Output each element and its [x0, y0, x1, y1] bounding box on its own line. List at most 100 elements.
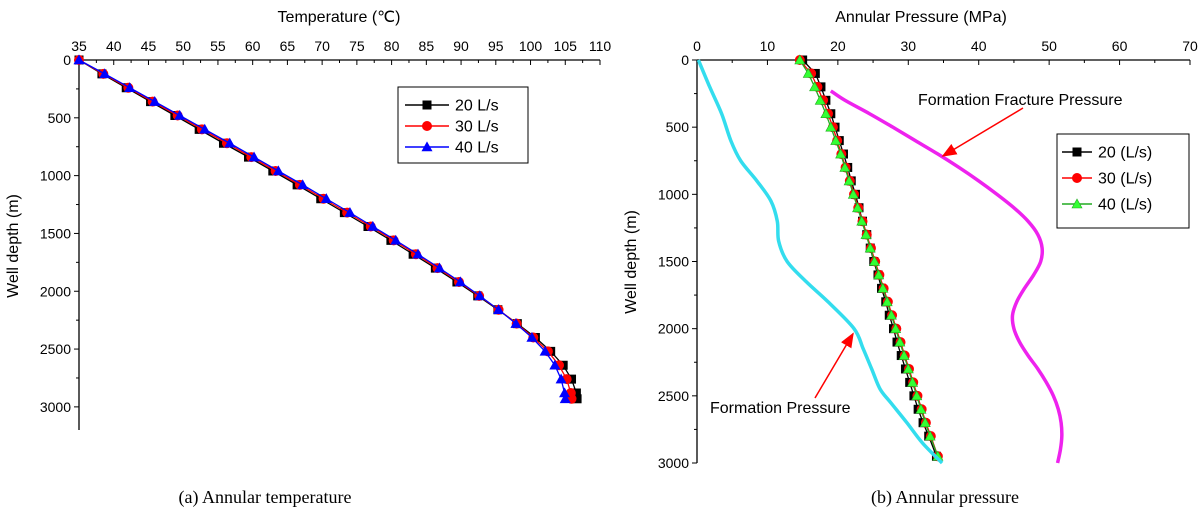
annotation-arrow-fracture: [941, 107, 1024, 157]
panel-b-point-40-l-s: [852, 202, 864, 213]
panel-a-point-40-l-s: [510, 318, 522, 328]
panel-b-point-40-l-s: [894, 336, 906, 347]
panel-a-series-40-l-s: [73, 54, 571, 404]
annotation-formation-fracture-pressure: Formation Fracture Pressure: [918, 92, 1123, 109]
panel-a-point-40-l-s: [344, 207, 356, 217]
panel-a-y-tick-label: 3000: [40, 399, 71, 415]
panel-a-y-tick-label: 1000: [40, 168, 71, 184]
panel-a-point-40-l-s: [434, 262, 446, 273]
panel-a-point-40-l-s: [248, 151, 260, 162]
panel-b-legend-marker: [1071, 198, 1083, 209]
panel-b-point-40-l-s: [825, 121, 837, 132]
panel-a-x-tick-label: 75: [349, 38, 365, 54]
panel-a-x-tick-label: 65: [280, 38, 296, 54]
panel-a-x-tick-label: 85: [419, 38, 435, 54]
panel-a-legend-entries: 20 L/s 30 L/s 40 L/s: [405, 98, 499, 157]
panel-a-x-tick-label: 60: [245, 38, 261, 54]
panel-b-point-40-l-s: [924, 430, 936, 441]
panel-a-legend-label: 20 L/s: [455, 98, 499, 115]
panel-b-legend-label: 30 (L/s): [1098, 171, 1152, 188]
panel-a-y-axis-title: Well depth (m): [5, 194, 22, 298]
panel-a-x-tick-label: 40: [106, 38, 122, 54]
panel-a-x-tick-label: 45: [141, 38, 157, 54]
panel-a-point-40-l-s: [390, 234, 402, 245]
panel-b-point-40-l-s: [839, 161, 851, 172]
panel-b-point-40-l-s: [814, 94, 826, 105]
panel-a-point-40-l-s: [454, 276, 466, 287]
panel-b-x-tick-label: 30: [900, 38, 916, 54]
panel-b-point-40-l-s: [881, 296, 893, 307]
panel-a-point-40-l-s: [474, 290, 486, 301]
panel-b-x-tick-label: 40: [971, 38, 987, 54]
panel-a-point-40-l-s: [367, 220, 379, 231]
panel-a-y-tick-label: 0: [63, 52, 71, 68]
panel-b-series: [696, 54, 1064, 465]
panel-b-series-40-l-s: [794, 54, 944, 461]
panel-b-point-40-l-s: [864, 242, 876, 253]
panel-a-x-tick-label: 35: [71, 38, 87, 54]
panel-a-point-40-l-s: [559, 393, 571, 404]
panel-b-legend: 20 (L/s) 30 (L/s) 40 (L/s): [1056, 133, 1190, 229]
panel-a-x-tick-label: 95: [488, 38, 504, 54]
panel-b-point-40-l-s: [898, 349, 910, 360]
panel-a-y-tick-label: 2000: [40, 283, 71, 299]
panel-b-y-axis-title: Well depth (m): [623, 210, 640, 314]
panel-a-x-tick-label: 110: [589, 38, 612, 54]
panel-b-point-40-l-s: [835, 148, 847, 159]
panel-a-x-tick-label: 90: [453, 38, 469, 54]
panel-b-legend-marker: [1072, 147, 1082, 157]
panel-b-point-40-l-s: [809, 81, 821, 92]
panel-b-point-40-l-s: [907, 376, 919, 387]
panel-b-point-40-l-s: [868, 255, 880, 266]
panel-b-y-tick-label: 2500: [658, 388, 689, 404]
panel-b-legend-entries: 20 (L/s) 30 (L/s) 40 (L/s): [1062, 145, 1152, 214]
panel-b-y-tick-label: 3000: [658, 455, 689, 471]
panel-a-point-40-l-s: [549, 359, 561, 370]
panel-a-point-40-l-s: [320, 193, 332, 204]
panel-a-point-40-l-s: [526, 331, 538, 342]
panel-a: Temperature (℃) Well depth (m) 35 40 45 50 5…: [5, 9, 611, 508]
panel-b: Annular Pressure (MPa) Well depth (m) 0 1…: [623, 9, 1198, 508]
panel-b-point-40-l-s: [890, 323, 902, 333]
panel-b-point-40-l-s: [820, 108, 832, 119]
panel-a-legend: 20 L/s 30 L/s 40 L/s: [397, 86, 529, 164]
panel-b-point-40-l-s: [873, 269, 885, 280]
panel-a-y-tick-label: 500: [48, 110, 72, 126]
panel-b-y-tick-label: 0: [681, 52, 689, 68]
panel-a-point-40-l-s: [124, 82, 136, 93]
panel-b-y-tick-label: 500: [666, 119, 690, 135]
panel-b-point-40-l-s: [860, 229, 872, 239]
panel-b-point-40-l-s: [877, 282, 889, 293]
panel-b-line-formation-pressure: [696, 59, 944, 465]
panel-a-legend-box: [397, 86, 529, 164]
panel-b-y-tick-label: 2000: [658, 321, 689, 337]
panel-a-point-40-l-s: [555, 373, 567, 384]
panel-a-point-40-l-s: [297, 179, 309, 190]
panel-b-point-40-l-s: [911, 390, 923, 401]
panel-a-legend-marker: [422, 121, 432, 131]
panel-a-axes: 35 40 45 50 55 60 65 70 75 80 85 90 95 100 105 110 0 500 1…: [40, 38, 612, 430]
panel-b-x-tick-label: 10: [760, 38, 776, 54]
panel-a-point-40-l-s: [99, 68, 111, 79]
panel-b-point-40-l-s: [847, 188, 859, 199]
panel-b-point-40-l-s: [915, 403, 927, 414]
panel-b-point-40-l-s: [843, 175, 855, 186]
panel-a-x-tick-label: 70: [314, 38, 330, 54]
panel-b-point-40-l-s: [802, 67, 814, 78]
panel-b-x-tick-label: 70: [1182, 38, 1198, 54]
panel-a-legend-label: 30 L/s: [455, 119, 499, 136]
panel-a-x-tick-label: 80: [384, 38, 400, 54]
panel-a-y-tick-label: 1500: [40, 225, 71, 241]
panel-a-caption: (a) Annular temperature: [179, 487, 352, 508]
panel-b-point-40-l-s: [902, 363, 914, 374]
panel-a-point-40-l-s: [73, 54, 85, 65]
panel-b-y-tick-label: 1500: [658, 254, 689, 270]
panel-a-y-tick-label: 2500: [40, 341, 71, 357]
annotation-arrow-formation: [814, 332, 854, 399]
panel-a-point-40-l-s: [539, 345, 551, 356]
panel-a-x-tick-label: 55: [210, 38, 226, 54]
panel-a-point-40-l-s: [493, 304, 505, 315]
panel-a-x-tick-label: 50: [175, 38, 191, 54]
panel-b-legend-label: 40 (L/s): [1098, 197, 1152, 214]
